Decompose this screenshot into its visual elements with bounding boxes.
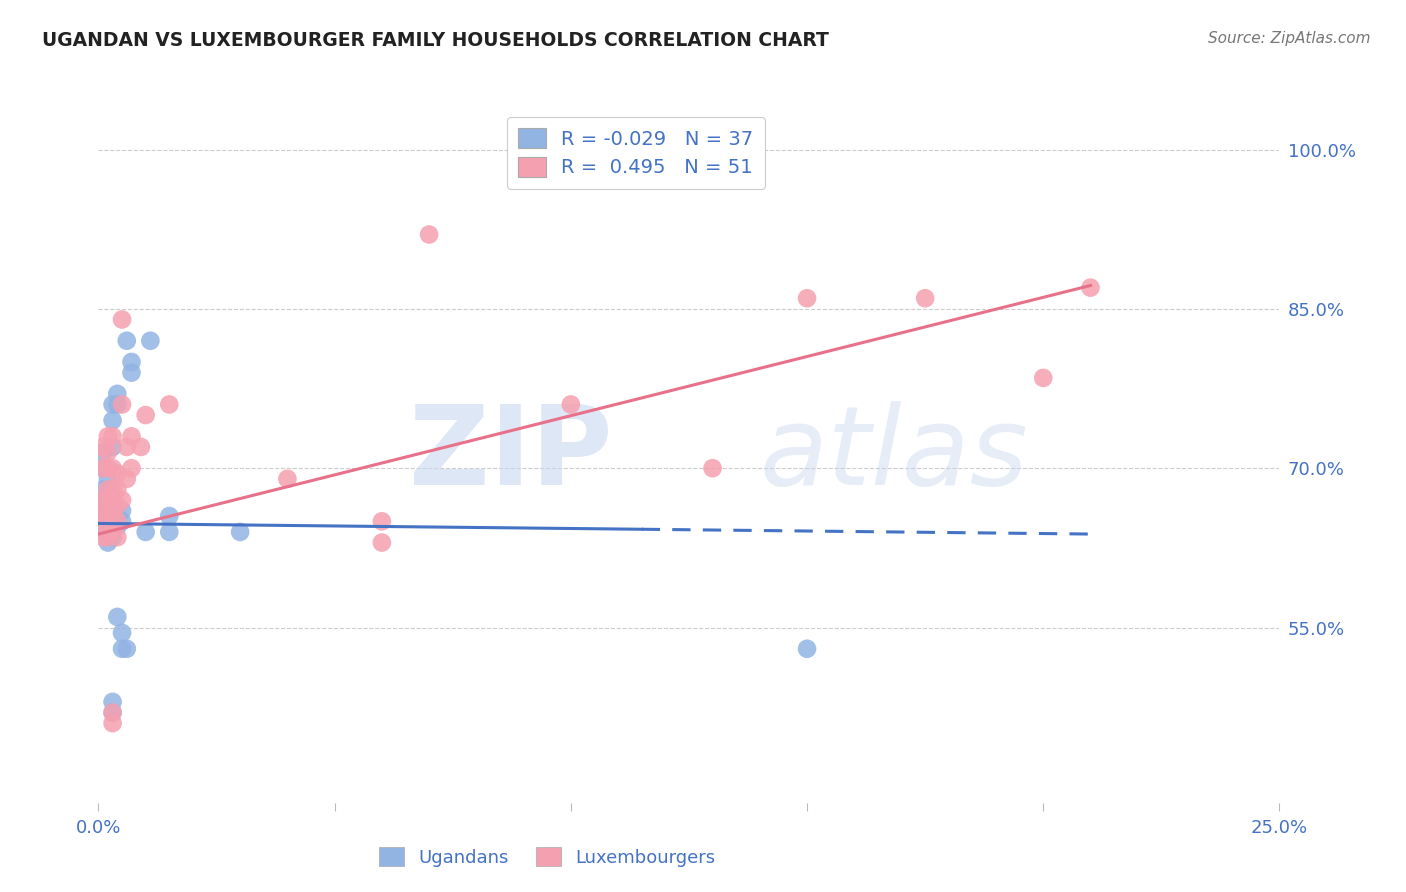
- Point: [111, 312, 134, 326]
- Point: [371, 535, 394, 549]
- Point: [91, 493, 114, 508]
- Text: atlas: atlas: [759, 401, 1028, 508]
- Point: [97, 514, 120, 528]
- Point: [91, 440, 114, 454]
- Point: [121, 366, 143, 380]
- Point: [97, 504, 120, 518]
- Point: [101, 483, 124, 497]
- Point: [157, 397, 180, 411]
- Point: [105, 467, 128, 481]
- Point: [560, 397, 582, 411]
- Point: [101, 504, 124, 518]
- Point: [111, 625, 134, 640]
- Point: [111, 641, 134, 656]
- Point: [139, 334, 162, 348]
- Point: [157, 524, 180, 539]
- Point: [97, 461, 120, 475]
- Point: [97, 495, 120, 509]
- Point: [91, 483, 114, 497]
- Point: [1080, 280, 1102, 294]
- Point: [111, 504, 134, 518]
- Point: [101, 413, 124, 427]
- Point: [796, 291, 818, 305]
- Point: [97, 504, 120, 518]
- Point: [105, 514, 128, 528]
- Point: [101, 461, 124, 475]
- Point: [91, 508, 114, 523]
- Point: [115, 334, 138, 348]
- Point: [115, 440, 138, 454]
- Point: [101, 493, 124, 508]
- Point: [105, 530, 128, 544]
- Point: [135, 408, 157, 422]
- Point: [105, 519, 128, 533]
- Point: [105, 499, 128, 513]
- Point: [101, 695, 124, 709]
- Point: [97, 483, 120, 497]
- Point: [111, 514, 134, 528]
- Point: [91, 461, 114, 475]
- Point: [101, 514, 124, 528]
- Point: [101, 508, 124, 523]
- Text: ZIP: ZIP: [409, 401, 612, 508]
- Point: [276, 472, 298, 486]
- Point: [371, 514, 394, 528]
- Point: [229, 524, 252, 539]
- Point: [101, 706, 124, 720]
- Point: [101, 524, 124, 539]
- Point: [105, 610, 128, 624]
- Point: [121, 355, 143, 369]
- Point: [97, 445, 120, 459]
- Point: [91, 524, 114, 539]
- Point: [115, 641, 138, 656]
- Point: [97, 530, 120, 544]
- Point: [121, 429, 143, 443]
- Point: [111, 493, 134, 508]
- Point: [105, 508, 128, 523]
- Point: [97, 472, 120, 486]
- Point: [105, 397, 128, 411]
- Point: [97, 493, 120, 508]
- Point: [115, 472, 138, 486]
- Point: [101, 429, 124, 443]
- Legend: Ugandans, Luxembourgers: Ugandans, Luxembourgers: [371, 840, 723, 874]
- Point: [97, 514, 120, 528]
- Point: [157, 508, 180, 523]
- Point: [97, 535, 120, 549]
- Point: [101, 530, 124, 544]
- Text: UGANDAN VS LUXEMBOURGER FAMILY HOUSEHOLDS CORRELATION CHART: UGANDAN VS LUXEMBOURGER FAMILY HOUSEHOLD…: [42, 31, 830, 50]
- Point: [101, 706, 124, 720]
- Point: [91, 493, 114, 508]
- Point: [97, 429, 120, 443]
- Point: [914, 291, 936, 305]
- Point: [105, 483, 128, 497]
- Point: [97, 488, 120, 502]
- Point: [796, 641, 818, 656]
- Point: [101, 716, 124, 731]
- Point: [91, 445, 114, 459]
- Point: [129, 440, 152, 454]
- Point: [101, 397, 124, 411]
- Point: [418, 227, 440, 242]
- Point: [105, 387, 128, 401]
- Point: [91, 504, 114, 518]
- Point: [101, 440, 124, 454]
- Point: [1032, 371, 1054, 385]
- Point: [101, 493, 124, 508]
- Point: [135, 524, 157, 539]
- Point: [91, 514, 114, 528]
- Point: [91, 461, 114, 475]
- Text: Source: ZipAtlas.com: Source: ZipAtlas.com: [1208, 31, 1371, 46]
- Point: [702, 461, 724, 475]
- Point: [121, 461, 143, 475]
- Point: [91, 530, 114, 544]
- Point: [97, 524, 120, 539]
- Point: [111, 397, 134, 411]
